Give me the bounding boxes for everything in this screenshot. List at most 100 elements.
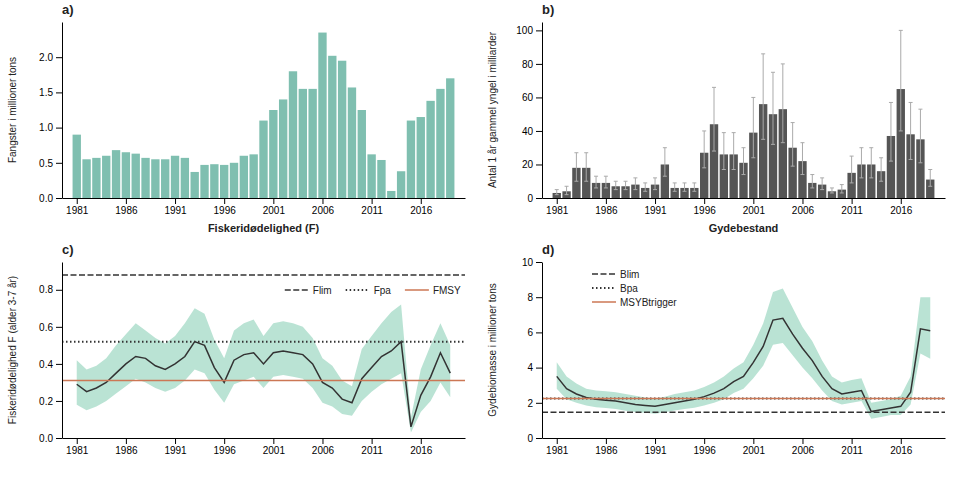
y-tick: 1.5 <box>39 87 62 98</box>
error-bar <box>899 30 903 131</box>
y-tick-mark <box>536 332 542 333</box>
x-tick: 1996 <box>694 438 717 456</box>
y-tick-mark <box>56 163 62 164</box>
bar <box>289 71 297 198</box>
x-tick: 2001 <box>263 198 286 216</box>
plot-area <box>542 288 945 418</box>
x-axis-title: Fiskeridødelighed (F) <box>208 222 320 234</box>
y-tick-mark <box>56 92 62 93</box>
y-tick-label: 6 <box>527 327 533 338</box>
x-tick-mark <box>322 438 323 444</box>
legend-label: Bpa <box>620 283 638 294</box>
y-tick-mark <box>536 438 542 439</box>
bar <box>338 61 346 198</box>
x-tick: 2016 <box>890 438 913 456</box>
x-tick-mark <box>606 438 607 444</box>
x-tick-mark <box>852 198 853 204</box>
error-bar <box>633 178 637 190</box>
x-tick-label: 2006 <box>792 205 815 216</box>
x-tick-label: 1991 <box>644 205 667 216</box>
x-axis: 19811986199119962001200620112016 <box>63 438 466 456</box>
legend-label: Fpa <box>374 285 392 296</box>
bar <box>82 159 90 198</box>
x-tick-label: 2011 <box>841 205 863 216</box>
error-bar <box>830 188 834 193</box>
bar <box>259 121 267 198</box>
x-tick-label: 2006 <box>312 445 335 456</box>
error-bar <box>742 148 746 175</box>
x-tick: 1991 <box>164 198 187 216</box>
bar <box>132 154 140 198</box>
x-tick-label: 2011 <box>841 445 863 456</box>
x-tick: 1986 <box>115 198 138 216</box>
bar <box>73 135 81 198</box>
bar <box>161 159 169 198</box>
x-axis-line <box>63 198 466 199</box>
x-tick-label: 1991 <box>164 445 187 456</box>
x-tick-label: 2016 <box>410 205 433 216</box>
x-tick-label: 1991 <box>164 205 187 216</box>
y-tick: 10 <box>522 257 542 268</box>
y-tick: 60 <box>522 92 542 103</box>
x-tick-mark <box>273 438 274 444</box>
legend-entry: Flim <box>285 285 332 296</box>
panel: 1981198619911996200120062011201602040608… <box>487 2 946 234</box>
x-tick-label: 1986 <box>115 445 138 456</box>
bar <box>200 165 208 198</box>
legend-entry: MSYBtrigger <box>592 297 677 308</box>
y-tick-label: 0.4 <box>39 359 53 370</box>
reference-line <box>62 341 465 343</box>
x-tick-mark <box>557 198 558 204</box>
y-axis-line <box>542 263 543 439</box>
legend-entry: Fpa <box>346 285 392 296</box>
bar <box>151 159 159 198</box>
x-tick-label: 1996 <box>694 205 717 216</box>
x-tick-mark <box>273 198 274 204</box>
legend-swatch <box>405 289 429 291</box>
y-axis-title: Antal 1 år gammel yngel i milliarder <box>487 31 498 188</box>
y-tick-label: 4 <box>527 362 533 373</box>
x-tick: 2006 <box>312 198 335 216</box>
y-tick-label: 0.0 <box>39 193 53 204</box>
x-tick-label: 1981 <box>546 205 569 216</box>
y-tick: 0.0 <box>39 433 62 444</box>
legend: BlimBpaMSYBtrigger <box>592 269 677 308</box>
x-tick-mark <box>655 438 656 444</box>
x-tick-mark <box>655 198 656 204</box>
panel: 198119861991199620012006201120160.00.51.… <box>7 2 466 234</box>
y-tick-mark <box>536 403 542 404</box>
bar <box>191 172 199 198</box>
bar <box>318 33 326 198</box>
bar <box>92 158 100 198</box>
y-tick-label: 0 <box>527 193 533 204</box>
y-tick: 8 <box>527 292 542 303</box>
bar <box>348 87 356 198</box>
error-bar <box>928 170 932 187</box>
x-tick: 1991 <box>644 438 667 456</box>
x-tick: 2001 <box>743 198 766 216</box>
y-tick-mark <box>536 368 542 369</box>
y-tick-label: 2 <box>527 398 533 409</box>
figure: 1981 1986 1991 1996 2001 2006 2011 2016 0.0 0.5 1.… <box>0 0 960 480</box>
x-tick-mark <box>175 198 176 204</box>
x-tick-label: 2016 <box>890 205 913 216</box>
x-tick: 1981 <box>66 438 89 456</box>
reference-line <box>62 274 465 276</box>
error-bar <box>555 190 559 195</box>
x-tick-label: 1986 <box>595 205 618 216</box>
y-tick: 0.8 <box>39 284 62 295</box>
y-axis: 0.00.20.40.60.8 <box>39 263 62 444</box>
y-tick-mark <box>536 297 542 298</box>
bar <box>426 101 434 198</box>
x-tick-mark <box>126 438 127 444</box>
error-bar <box>594 176 598 188</box>
x-tick-label: 1986 <box>115 205 138 216</box>
error-bar <box>574 153 578 181</box>
y-tick-mark <box>536 64 542 65</box>
bar <box>141 158 149 198</box>
bar <box>397 171 405 198</box>
y-tick: 0.5 <box>39 158 62 169</box>
y-tick-label: 2.0 <box>39 52 53 63</box>
x-tick-mark <box>421 438 422 444</box>
bar <box>220 165 228 198</box>
